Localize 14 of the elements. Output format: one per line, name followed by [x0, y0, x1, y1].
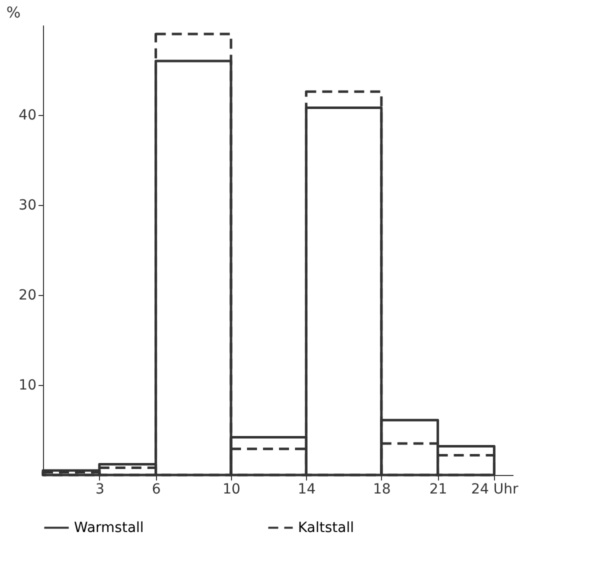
y-tick-label: 10	[18, 378, 36, 394]
x-tick-label: 18	[372, 482, 391, 498]
x-tick-label: 3	[95, 482, 104, 498]
x-tick-label: 24 Uhr	[471, 482, 519, 498]
x-tick-label: 6	[152, 482, 161, 498]
y-tick-label: 20	[18, 288, 36, 304]
y-tick-label: 40	[18, 108, 36, 124]
y-axis-title: %	[6, 4, 21, 22]
x-tick-label: 10	[222, 482, 240, 498]
legend-label: Warmstall	[74, 520, 144, 536]
x-tick-label: 14	[298, 482, 316, 498]
x-tick-label: 21	[429, 482, 448, 498]
legend-label: Kaltstall	[298, 520, 354, 536]
y-tick-label: 30	[18, 198, 36, 214]
